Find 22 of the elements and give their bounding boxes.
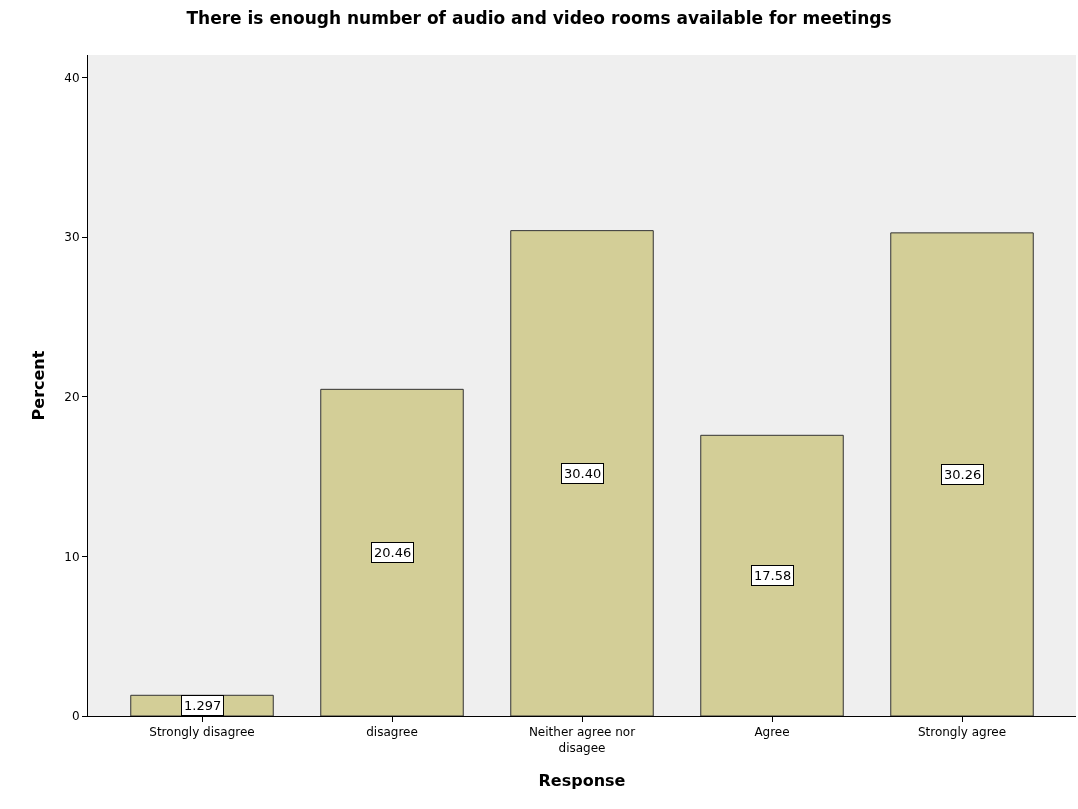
bar <box>320 388 464 716</box>
x-tick-label: Agree <box>754 725 790 740</box>
y-tick-label: 20 <box>64 389 80 404</box>
bar <box>510 230 654 716</box>
data-label: 30.26 <box>944 467 982 482</box>
x-tick-label: Strongly agree <box>917 725 1007 740</box>
bar <box>700 434 844 716</box>
x-tick-label: Neither agree nor disagee <box>528 725 636 755</box>
y-tick-label: 10 <box>64 549 80 564</box>
x-axis-title: Response <box>538 770 626 790</box>
y-tick-label: 40 <box>64 70 80 85</box>
chart-title: There is enough number of audio and video rooms available for meetings <box>186 8 892 29</box>
data-label: 20.46 <box>374 545 412 560</box>
data-label: 30.40 <box>564 466 602 481</box>
x-tick-label: Strongly disagree <box>149 725 255 740</box>
data-label: 1.297 <box>184 698 222 713</box>
data-label: 17.58 <box>754 568 792 583</box>
y-axis-title: Percent <box>29 350 49 421</box>
y-tick-label: 0 <box>71 709 80 724</box>
y-tick-label: 30 <box>64 230 80 245</box>
bar <box>890 232 1034 716</box>
x-tick-label: disagree <box>366 725 418 740</box>
